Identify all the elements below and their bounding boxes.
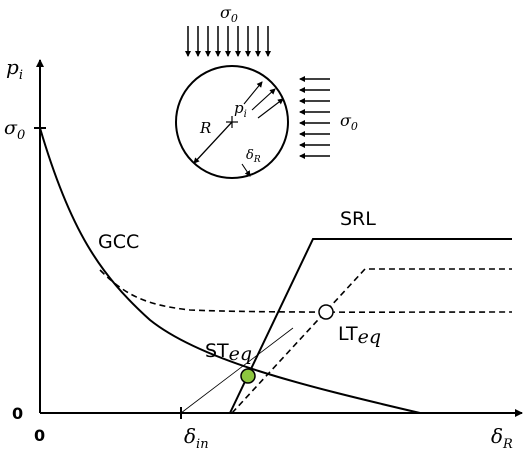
y-tick-sigma0: σ0: [4, 117, 25, 143]
sigma0-right-label: σ0: [340, 111, 358, 133]
tunnel-inset: σ0 σ0 R: [175, 3, 358, 179]
gcc-curve: [39, 127, 421, 414]
sigma0-top-label: σ0: [220, 3, 238, 25]
tunnel-circle: [175, 65, 289, 179]
x-tick-din: δin: [184, 424, 209, 450]
lt-eq-point: [318, 304, 334, 320]
displacement-arrow: [241, 163, 251, 177]
st-eq-label: STeq: [205, 340, 252, 365]
vertical-stress-arrows: [185, 26, 271, 57]
displacement-label: δR: [246, 148, 261, 165]
x-axis-label: δR: [491, 424, 513, 450]
gcc-label: GCC: [98, 231, 139, 253]
pressure-arrow-2: [251, 88, 276, 111]
x-tick-zero: 0: [34, 426, 45, 445]
radius-arrow: [193, 121, 233, 164]
lt-eq-label: LTeq: [338, 323, 381, 348]
pressure-label: pi: [234, 99, 247, 120]
srl-long-term-line: [231, 268, 512, 414]
y-tick-zero: 0: [12, 404, 23, 423]
y-axis-label: pi: [6, 55, 23, 83]
radius-label: R: [199, 119, 211, 137]
horizontal-stress-arrows: [299, 76, 330, 159]
din-reference-line: [180, 327, 294, 414]
srl-label: SRL: [340, 208, 376, 230]
pressure-arrow-3: [257, 98, 284, 119]
pressure-arrow-1: [243, 81, 263, 105]
gcc-long-term-curve: [99, 269, 513, 313]
st-eq-point: [240, 368, 256, 384]
